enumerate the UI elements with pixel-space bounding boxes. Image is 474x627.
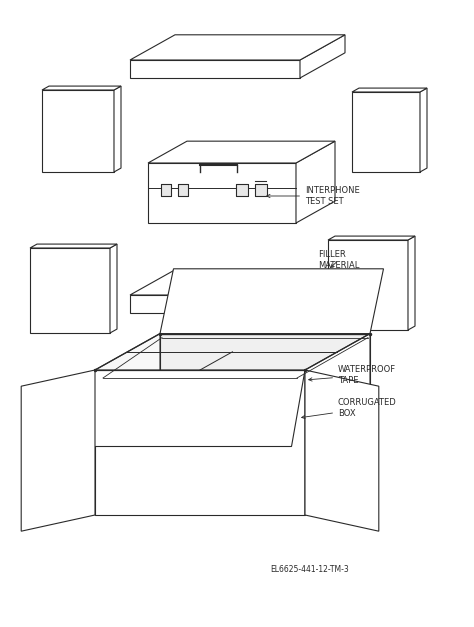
Polygon shape	[148, 163, 296, 223]
Polygon shape	[352, 92, 420, 172]
Polygon shape	[178, 184, 188, 196]
Text: CORRUGATED
BOX: CORRUGATED BOX	[301, 398, 397, 419]
Text: WATERPROOF
TAPE: WATERPROOF TAPE	[309, 366, 396, 385]
Text: FILLER
MATERIAL: FILLER MATERIAL	[318, 250, 359, 270]
Polygon shape	[42, 90, 114, 172]
Polygon shape	[82, 370, 305, 446]
Polygon shape	[305, 334, 370, 515]
Polygon shape	[95, 334, 160, 515]
Polygon shape	[130, 270, 345, 295]
Polygon shape	[300, 35, 345, 78]
Polygon shape	[420, 88, 427, 172]
Polygon shape	[160, 269, 383, 334]
Polygon shape	[352, 88, 427, 92]
Polygon shape	[42, 86, 121, 90]
Polygon shape	[161, 184, 171, 196]
Polygon shape	[110, 244, 117, 333]
Polygon shape	[130, 35, 345, 60]
Polygon shape	[255, 184, 267, 196]
Polygon shape	[328, 236, 415, 240]
Polygon shape	[296, 141, 335, 223]
Polygon shape	[305, 370, 379, 531]
Polygon shape	[30, 244, 117, 248]
Text: EL6625-441-12-TM-3: EL6625-441-12-TM-3	[271, 566, 349, 574]
Polygon shape	[95, 370, 305, 515]
Polygon shape	[236, 184, 248, 196]
Polygon shape	[95, 478, 370, 515]
Polygon shape	[130, 60, 300, 78]
Polygon shape	[130, 295, 300, 313]
Polygon shape	[300, 270, 345, 313]
Polygon shape	[114, 86, 121, 172]
Polygon shape	[160, 334, 370, 478]
Polygon shape	[148, 141, 335, 163]
Polygon shape	[30, 248, 110, 333]
Polygon shape	[21, 370, 95, 531]
Text: INTERPHONE
TEST SET: INTERPHONE TEST SET	[267, 186, 360, 206]
Polygon shape	[408, 236, 415, 330]
Polygon shape	[103, 475, 368, 507]
Polygon shape	[328, 240, 408, 330]
